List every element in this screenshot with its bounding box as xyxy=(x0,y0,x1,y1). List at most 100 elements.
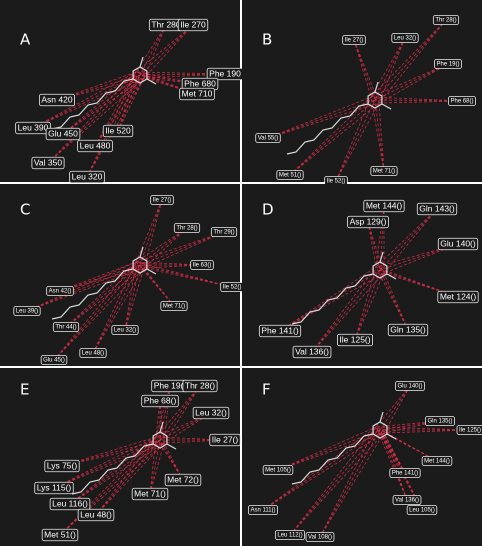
residue-label: Val 55() xyxy=(258,136,279,142)
residue-box xyxy=(69,170,105,184)
panel-letter: C xyxy=(20,201,30,219)
residue-label: Phe 19() xyxy=(436,62,459,68)
residue-label: Glu 45() xyxy=(43,358,65,364)
interaction-line xyxy=(135,227,188,263)
residue-label: Met 124() xyxy=(440,291,477,301)
interaction-line xyxy=(135,231,225,263)
residue-box xyxy=(49,497,91,511)
interaction-line xyxy=(289,96,372,176)
interaction-line xyxy=(65,264,141,328)
interaction-line xyxy=(335,96,372,182)
interaction-line xyxy=(143,24,167,79)
interaction-line xyxy=(56,74,141,101)
ligand-bond xyxy=(386,433,397,440)
residue-label: Leu 320 xyxy=(72,171,103,181)
interaction-line xyxy=(311,269,381,353)
interaction-line xyxy=(95,439,161,516)
interaction-line xyxy=(383,208,438,274)
interaction-line xyxy=(163,442,184,481)
interaction-line xyxy=(279,269,381,332)
interaction-line xyxy=(374,19,447,101)
residue-label: Asn 42() xyxy=(49,289,72,295)
interaction-line xyxy=(375,426,408,501)
interaction-line xyxy=(277,432,385,471)
residue-label: Thr 280 xyxy=(151,19,181,29)
residue-box xyxy=(416,202,458,216)
interaction-line xyxy=(159,400,165,444)
residue-box xyxy=(437,290,479,304)
residue-label: Ile 52() xyxy=(327,179,346,185)
interaction-line xyxy=(117,74,141,132)
interaction-line xyxy=(95,436,157,516)
interaction-line xyxy=(59,442,165,536)
interaction-line xyxy=(139,24,167,76)
residue-box xyxy=(276,170,304,180)
interaction-line xyxy=(374,99,463,102)
residue-box xyxy=(391,33,419,43)
residue-box xyxy=(370,166,398,176)
interaction-line xyxy=(354,269,381,341)
interaction-line xyxy=(59,439,161,536)
ligand-bond xyxy=(381,103,392,110)
residue-box xyxy=(77,508,115,522)
residue-label: Thr 44() xyxy=(55,325,76,331)
interaction-line xyxy=(367,221,377,268)
residue-label: Leu 480 xyxy=(80,140,111,150)
interaction-line xyxy=(319,429,381,538)
residue-box xyxy=(337,333,373,347)
residue-box xyxy=(45,127,81,141)
residue-label: Ile 270 xyxy=(180,19,206,29)
interaction-line xyxy=(143,77,198,95)
interaction-line xyxy=(311,266,377,353)
interaction-line xyxy=(374,99,385,172)
interaction-line xyxy=(65,261,137,328)
residue-box xyxy=(46,286,74,296)
interaction-line xyxy=(143,199,163,269)
interaction-line xyxy=(149,436,157,495)
residue-label: Met 144() xyxy=(366,200,403,210)
interaction-line xyxy=(163,412,212,444)
interaction-line xyxy=(262,432,385,511)
residue-box xyxy=(387,323,429,337)
panel-letter: F xyxy=(262,381,271,399)
residue-label: Gln 143() xyxy=(419,203,455,213)
interaction-line xyxy=(289,429,381,536)
residue-box xyxy=(192,406,230,420)
residue-box xyxy=(347,215,389,229)
interaction-line xyxy=(59,436,157,536)
interaction-line xyxy=(383,243,459,274)
interaction-line xyxy=(267,99,376,139)
interaction-line xyxy=(135,24,194,73)
interaction-line xyxy=(375,385,411,428)
interaction-line xyxy=(32,77,145,129)
residue-label: Glu 450 xyxy=(48,128,78,138)
panel-background xyxy=(0,368,240,546)
residue-label: Gln 135() xyxy=(390,324,426,334)
residue-label: Ile 27() xyxy=(345,38,364,44)
residue-box xyxy=(248,505,278,515)
residue-box xyxy=(177,18,209,32)
interaction-line xyxy=(94,71,137,147)
interaction-line xyxy=(143,77,201,85)
interaction-line xyxy=(378,37,406,104)
residue-label: Met 105() xyxy=(265,468,291,474)
interaction-line xyxy=(289,102,380,176)
interaction-line xyxy=(374,37,406,101)
residue-label: Met 71() xyxy=(373,169,395,175)
residue-box xyxy=(38,93,76,107)
residue-label: Met 71() xyxy=(134,488,166,498)
interaction-line xyxy=(95,442,165,516)
residue-box xyxy=(258,324,302,338)
residue-box xyxy=(363,199,405,213)
interaction-line xyxy=(277,426,377,471)
interaction-line xyxy=(378,102,385,172)
interaction-line xyxy=(319,426,377,538)
residue-label: Phe 190 xyxy=(209,68,241,78)
ligand-bond xyxy=(379,411,384,423)
residue-box xyxy=(425,416,455,426)
residue-box xyxy=(164,473,202,487)
interaction-line xyxy=(159,385,171,441)
interaction-line xyxy=(124,261,137,331)
residue-box xyxy=(141,394,179,408)
interaction-line xyxy=(383,272,409,331)
